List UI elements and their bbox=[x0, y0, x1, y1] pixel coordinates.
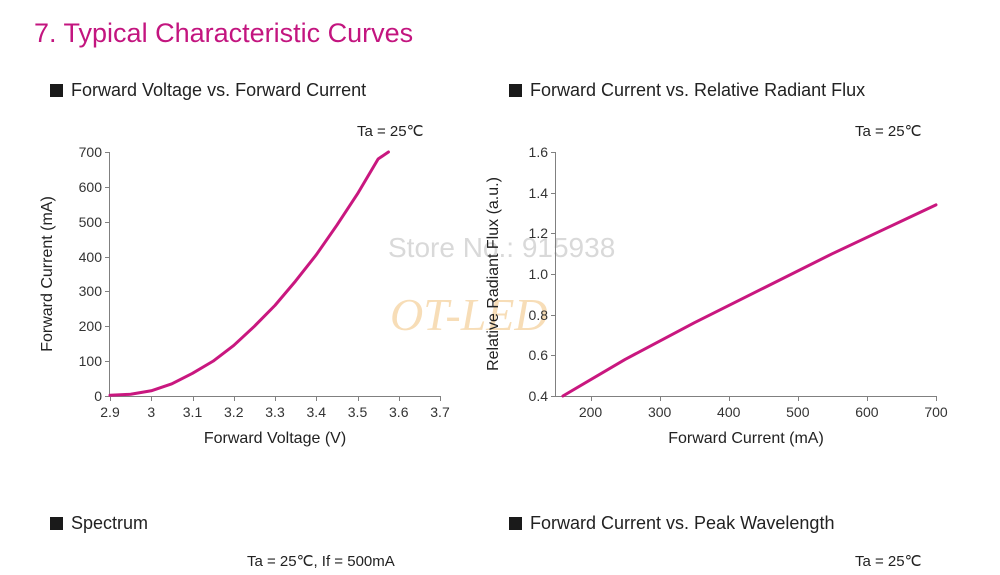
tick-x bbox=[936, 396, 937, 401]
tick-label-y: 700 bbox=[79, 144, 110, 160]
bullet-icon bbox=[50, 84, 63, 97]
bullet-icon bbox=[50, 517, 63, 530]
tick-x bbox=[193, 396, 194, 401]
tick-x bbox=[440, 396, 441, 401]
chart4-ta: Ta = 25℃ bbox=[855, 552, 921, 570]
tick-label-x: 3.4 bbox=[307, 404, 326, 420]
tick-label-y: 0.6 bbox=[529, 347, 556, 363]
tick-label-x: 400 bbox=[717, 404, 740, 420]
tick-label-x: 3 bbox=[147, 404, 155, 420]
tick-label-y: 0.4 bbox=[529, 388, 556, 404]
chart2-xlabel: Forward Current (mA) bbox=[668, 430, 824, 448]
tick-x bbox=[151, 396, 152, 401]
tick-x bbox=[399, 396, 400, 401]
tick-x bbox=[234, 396, 235, 401]
chart1-plot-area: 2.933.13.23.33.43.53.63.7010020030040050… bbox=[109, 152, 440, 397]
tick-label-x: 3.6 bbox=[389, 404, 408, 420]
tick-label-x: 3.7 bbox=[430, 404, 449, 420]
chart1-ta: Ta = 25℃ bbox=[357, 122, 423, 140]
tick-label-x: 3.2 bbox=[224, 404, 243, 420]
section-title: 7. Typical Characteristic Curves bbox=[34, 18, 413, 49]
tick-label-x: 700 bbox=[924, 404, 947, 420]
tick-label-y: 300 bbox=[79, 283, 110, 299]
tick-x bbox=[798, 396, 799, 401]
tick-x bbox=[591, 396, 592, 401]
chart1-ylabel: Forward Current (mA) bbox=[39, 196, 57, 352]
chart2-title: Forward Current vs. Relative Radiant Flu… bbox=[530, 80, 865, 101]
tick-label-y: 0.8 bbox=[529, 307, 556, 323]
tick-x bbox=[358, 396, 359, 401]
chart4-title: Forward Current vs. Peak Wavelength bbox=[530, 513, 834, 534]
tick-label-x: 500 bbox=[786, 404, 809, 420]
tick-label-x: 3.5 bbox=[348, 404, 367, 420]
tick-label-y: 600 bbox=[79, 179, 110, 195]
tick-x bbox=[275, 396, 276, 401]
tick-label-x: 2.9 bbox=[100, 404, 119, 420]
tick-x bbox=[660, 396, 661, 401]
chart3-ta: Ta = 25℃, If = 500mA bbox=[247, 552, 395, 570]
chart2-curve bbox=[556, 152, 936, 396]
tick-label-y: 100 bbox=[79, 353, 110, 369]
chart1-xlabel: Forward Voltage (V) bbox=[204, 430, 346, 448]
chart2-ta: Ta = 25℃ bbox=[855, 122, 921, 140]
tick-label-y: 500 bbox=[79, 214, 110, 230]
tick-label-y: 400 bbox=[79, 249, 110, 265]
chart2-ylabel: Relative Radiant Flux (a.u.) bbox=[485, 177, 503, 371]
tick-x bbox=[316, 396, 317, 401]
chart1-curve bbox=[110, 152, 440, 396]
tick-label-y: 1.6 bbox=[529, 144, 556, 160]
tick-x bbox=[729, 396, 730, 401]
tick-label-x: 3.1 bbox=[183, 404, 202, 420]
chart1-title: Forward Voltage vs. Forward Current bbox=[71, 80, 366, 101]
tick-label-y: 1.4 bbox=[529, 185, 556, 201]
tick-label-x: 200 bbox=[579, 404, 602, 420]
chart4-header: Forward Current vs. Peak Wavelength bbox=[509, 513, 834, 534]
tick-label-y: 1.0 bbox=[529, 266, 556, 282]
tick-label-x: 3.3 bbox=[265, 404, 284, 420]
chart2-plot-area: 2003004005006007000.40.60.81.01.21.41.6F… bbox=[555, 152, 936, 397]
tick-label-y: 1.2 bbox=[529, 225, 556, 241]
chart3-title: Spectrum bbox=[71, 513, 148, 534]
bullet-icon bbox=[509, 84, 522, 97]
tick-label-y: 200 bbox=[79, 318, 110, 334]
chart2-header: Forward Current vs. Relative Radiant Flu… bbox=[509, 80, 865, 101]
tick-x bbox=[867, 396, 868, 401]
chart3-header: Spectrum bbox=[50, 513, 148, 534]
bullet-icon bbox=[509, 517, 522, 530]
tick-label-x: 600 bbox=[855, 404, 878, 420]
tick-label-y: 0 bbox=[94, 388, 110, 404]
chart1-header: Forward Voltage vs. Forward Current bbox=[50, 80, 366, 101]
tick-label-x: 300 bbox=[648, 404, 671, 420]
